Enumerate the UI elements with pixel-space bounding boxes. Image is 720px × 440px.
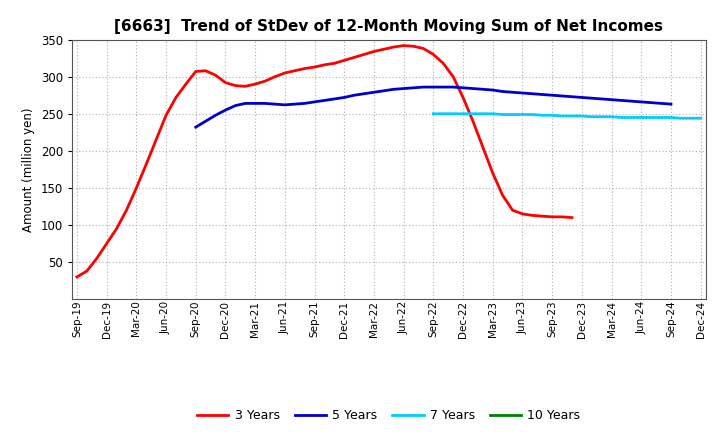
3 Years	[558, 214, 567, 220]
5 Years	[508, 90, 517, 95]
5 Years	[300, 101, 309, 106]
5 Years	[409, 85, 418, 91]
5 Years	[657, 101, 665, 106]
5 Years	[320, 98, 329, 103]
7 Years	[627, 115, 636, 120]
5 Years	[598, 96, 606, 102]
5 Years	[400, 86, 408, 91]
5 Years	[241, 101, 250, 106]
7 Years	[637, 115, 646, 120]
5 Years	[488, 88, 497, 93]
5 Years	[310, 99, 319, 105]
5 Years	[479, 87, 487, 92]
7 Years	[577, 114, 586, 119]
5 Years	[528, 91, 536, 96]
5 Years	[429, 84, 438, 90]
5 Years	[449, 84, 457, 90]
5 Years	[518, 90, 527, 95]
5 Years	[459, 85, 467, 91]
5 Years	[379, 88, 388, 93]
5 Years	[439, 84, 448, 90]
5 Years	[192, 125, 200, 130]
5 Years	[647, 100, 655, 105]
5 Years	[548, 92, 557, 98]
5 Years	[667, 102, 675, 107]
Legend: 3 Years, 5 Years, 7 Years, 10 Years: 3 Years, 5 Years, 7 Years, 10 Years	[192, 404, 585, 427]
5 Years	[390, 87, 398, 92]
3 Years	[567, 215, 576, 220]
7 Years	[647, 115, 655, 120]
Line: 3 Years: 3 Years	[77, 45, 572, 277]
3 Years	[231, 83, 240, 88]
5 Years	[498, 89, 507, 94]
7 Years	[459, 111, 467, 117]
7 Years	[686, 116, 695, 121]
5 Years	[607, 97, 616, 103]
7 Years	[538, 113, 546, 118]
7 Years	[598, 114, 606, 119]
5 Years	[350, 92, 359, 98]
7 Years	[567, 114, 576, 119]
7 Years	[667, 115, 675, 120]
7 Years	[657, 115, 665, 120]
5 Years	[202, 118, 210, 124]
5 Years	[558, 93, 567, 99]
7 Years	[498, 112, 507, 117]
7 Years	[696, 116, 705, 121]
5 Years	[588, 95, 596, 101]
3 Years	[439, 61, 448, 66]
7 Years	[528, 112, 536, 117]
Title: [6663]  Trend of StDev of 12-Month Moving Sum of Net Incomes: [6663] Trend of StDev of 12-Month Moving…	[114, 19, 663, 34]
5 Years	[627, 99, 636, 104]
7 Years	[617, 115, 626, 120]
3 Years	[400, 43, 408, 48]
7 Years	[677, 116, 685, 121]
5 Years	[261, 101, 269, 106]
5 Years	[637, 99, 646, 105]
5 Years	[231, 103, 240, 108]
7 Years	[479, 111, 487, 117]
Y-axis label: Amount (million yen): Amount (million yen)	[22, 107, 35, 231]
7 Years	[429, 111, 438, 117]
3 Years	[73, 274, 81, 279]
3 Years	[221, 80, 230, 85]
7 Years	[508, 112, 517, 117]
5 Years	[211, 113, 220, 118]
Line: 7 Years: 7 Years	[433, 114, 701, 118]
5 Years	[617, 98, 626, 103]
5 Years	[330, 96, 338, 102]
5 Years	[577, 95, 586, 100]
5 Years	[281, 102, 289, 107]
7 Years	[469, 111, 477, 117]
5 Years	[360, 91, 369, 96]
7 Years	[607, 114, 616, 119]
5 Years	[538, 92, 546, 97]
3 Years	[181, 81, 190, 87]
5 Years	[567, 94, 576, 99]
5 Years	[221, 107, 230, 113]
5 Years	[251, 101, 259, 106]
3 Years	[409, 44, 418, 49]
5 Years	[271, 102, 279, 107]
5 Years	[419, 84, 428, 90]
5 Years	[290, 102, 299, 107]
7 Years	[558, 114, 567, 119]
7 Years	[588, 114, 596, 119]
7 Years	[449, 111, 457, 117]
5 Years	[340, 95, 348, 100]
5 Years	[469, 86, 477, 91]
Line: 5 Years: 5 Years	[196, 87, 671, 127]
7 Years	[488, 111, 497, 117]
7 Years	[518, 112, 527, 117]
7 Years	[548, 113, 557, 118]
7 Years	[439, 111, 448, 117]
5 Years	[369, 90, 378, 95]
